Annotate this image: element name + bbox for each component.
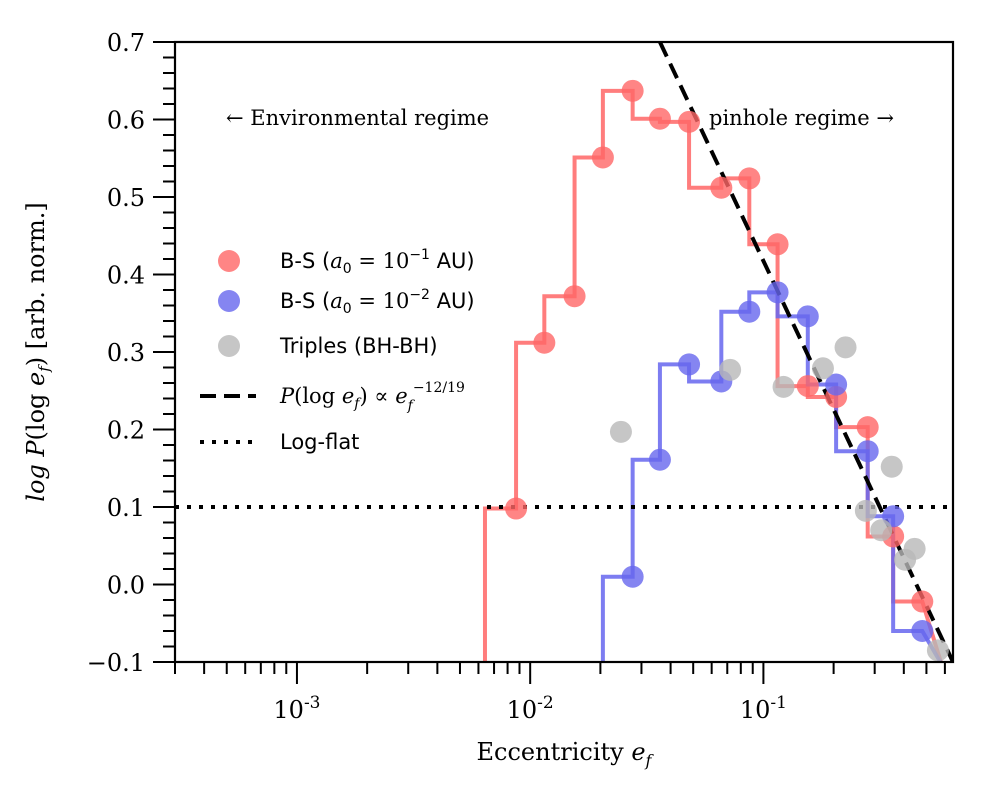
point-b-s-a0-10-1-au-5 xyxy=(648,107,671,130)
legend-marker-2 xyxy=(218,335,240,357)
legend: B-S (a0 = 10−1 AU) B-S (a0 = 10−2 AU) Trip… xyxy=(200,247,475,454)
y-tick-label: 0.1 xyxy=(107,494,145,522)
legend-marker-1 xyxy=(218,290,240,312)
point-b-s-a0-10-1-au-12 xyxy=(856,416,879,439)
x-tick-label: 10-1 xyxy=(740,693,787,724)
y-tick-label: −0.1 xyxy=(87,649,145,677)
x-tick-label: 10-2 xyxy=(507,693,554,724)
point-b-s-a0-10-1-au-7 xyxy=(710,176,733,199)
point-b-s-a0-10-2-au-4 xyxy=(738,300,761,323)
y-tick-label: 0.0 xyxy=(107,572,145,600)
point-triples-bh-bh-2 xyxy=(772,375,795,398)
point-b-s-a0-10-1-au-6 xyxy=(678,110,701,133)
x-axis-label: Eccentricity ef xyxy=(477,738,655,770)
y-tick-label: 0.3 xyxy=(107,339,145,367)
point-triples-bh-bh-4 xyxy=(834,336,857,359)
point-b-s-a0-10-2-au-6 xyxy=(796,305,819,328)
legend-label-3: P(log ef) ∝ ef−12/19 xyxy=(279,380,465,414)
legend-label-2: Triples (BH-BH) xyxy=(279,334,438,358)
point-b-s-a0-10-2-au-7 xyxy=(825,373,848,396)
point-b-s-a0-10-1-au-9 xyxy=(766,233,789,256)
point-b-s-a0-10-1-au-4 xyxy=(621,79,644,102)
point-triples-bh-bh-0 xyxy=(609,420,632,443)
y-axis-label: log P(log ef) [arb. norm.] xyxy=(22,202,53,501)
point-b-s-a0-10-2-au-2 xyxy=(678,353,701,376)
point-b-s-a0-10-2-au-5 xyxy=(766,281,789,304)
point-triples-bh-bh-6 xyxy=(870,519,893,542)
point-triples-bh-bh-3 xyxy=(811,357,834,380)
y-tick-label: 0.5 xyxy=(107,184,145,212)
y-tick-label: 0.6 xyxy=(107,107,145,135)
y-tick-label: 0.4 xyxy=(107,262,145,290)
point-triples-bh-bh-10 xyxy=(926,639,949,662)
reference-lines xyxy=(175,42,953,662)
point-triples-bh-bh-1 xyxy=(719,358,742,381)
y-tick-label: 0.2 xyxy=(107,417,145,445)
point-b-s-a0-10-2-au-10 xyxy=(911,620,934,642)
point-b-s-a0-10-2-au-0 xyxy=(621,565,644,588)
point-triples-bh-bh-7 xyxy=(880,455,903,478)
legend-label-0: B-S (a0 = 10−1 AU) xyxy=(280,247,475,277)
x-tick-label: 10-3 xyxy=(273,693,320,724)
point-b-s-a0-10-1-au-1 xyxy=(533,331,556,354)
y-tick-label: 0.7 xyxy=(107,29,145,57)
annotation-environmental-regime: ← Environmental regime xyxy=(226,106,489,130)
legend-label-4: Log-flat xyxy=(280,430,359,454)
point-b-s-a0-10-1-au-3 xyxy=(591,146,614,169)
point-b-s-a0-10-1-au-10 xyxy=(796,375,819,398)
point-b-s-a0-10-2-au-1 xyxy=(648,448,671,471)
point-b-s-a0-10-1-au-2 xyxy=(563,285,586,308)
point-b-s-a0-10-1-au-0 xyxy=(505,497,528,520)
x-axis-ticks: 10-3 10-2 10-1 xyxy=(174,662,946,724)
point-triples-bh-bh-9 xyxy=(903,537,926,560)
power-law-dashed-line xyxy=(658,42,953,662)
annotation-pinhole-regime: pinhole regime → xyxy=(709,106,894,130)
y-axis-ticks: −0.1 0.0 0.1 0.2 0.3 0.4 0.5 0.6 0.7 xyxy=(87,29,175,677)
legend-marker-0 xyxy=(218,250,240,272)
point-triples-bh-bh-5 xyxy=(854,499,877,522)
point-b-s-a0-10-1-au-8 xyxy=(738,167,761,190)
point-b-s-a0-10-1-au-14 xyxy=(911,590,934,613)
legend-label-1: B-S (a0 = 10−2 AU) xyxy=(280,287,475,317)
point-b-s-a0-10-2-au-8 xyxy=(856,440,879,463)
scatter-points xyxy=(505,79,949,662)
